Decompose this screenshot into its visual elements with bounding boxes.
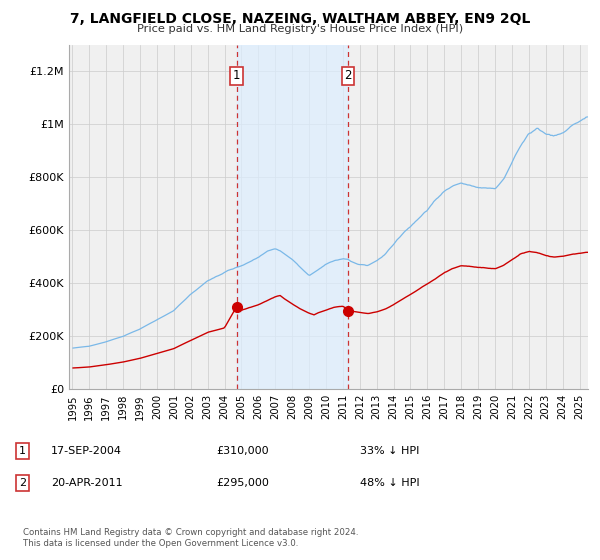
Text: 20-APR-2011: 20-APR-2011 — [51, 478, 122, 488]
Text: 2: 2 — [344, 69, 352, 82]
Text: Price paid vs. HM Land Registry's House Price Index (HPI): Price paid vs. HM Land Registry's House … — [137, 24, 463, 34]
Text: 1: 1 — [233, 69, 241, 82]
Text: 7, LANGFIELD CLOSE, NAZEING, WALTHAM ABBEY, EN9 2QL: 7, LANGFIELD CLOSE, NAZEING, WALTHAM ABB… — [70, 12, 530, 26]
Text: 48% ↓ HPI: 48% ↓ HPI — [360, 478, 419, 488]
Text: 17-SEP-2004: 17-SEP-2004 — [51, 446, 122, 456]
Text: 33% ↓ HPI: 33% ↓ HPI — [360, 446, 419, 456]
Text: 1: 1 — [19, 446, 26, 456]
Text: £295,000: £295,000 — [216, 478, 269, 488]
Text: 2: 2 — [19, 478, 26, 488]
Text: £310,000: £310,000 — [216, 446, 269, 456]
Text: Contains HM Land Registry data © Crown copyright and database right 2024.
This d: Contains HM Land Registry data © Crown c… — [23, 528, 358, 548]
Bar — [237, 45, 348, 389]
